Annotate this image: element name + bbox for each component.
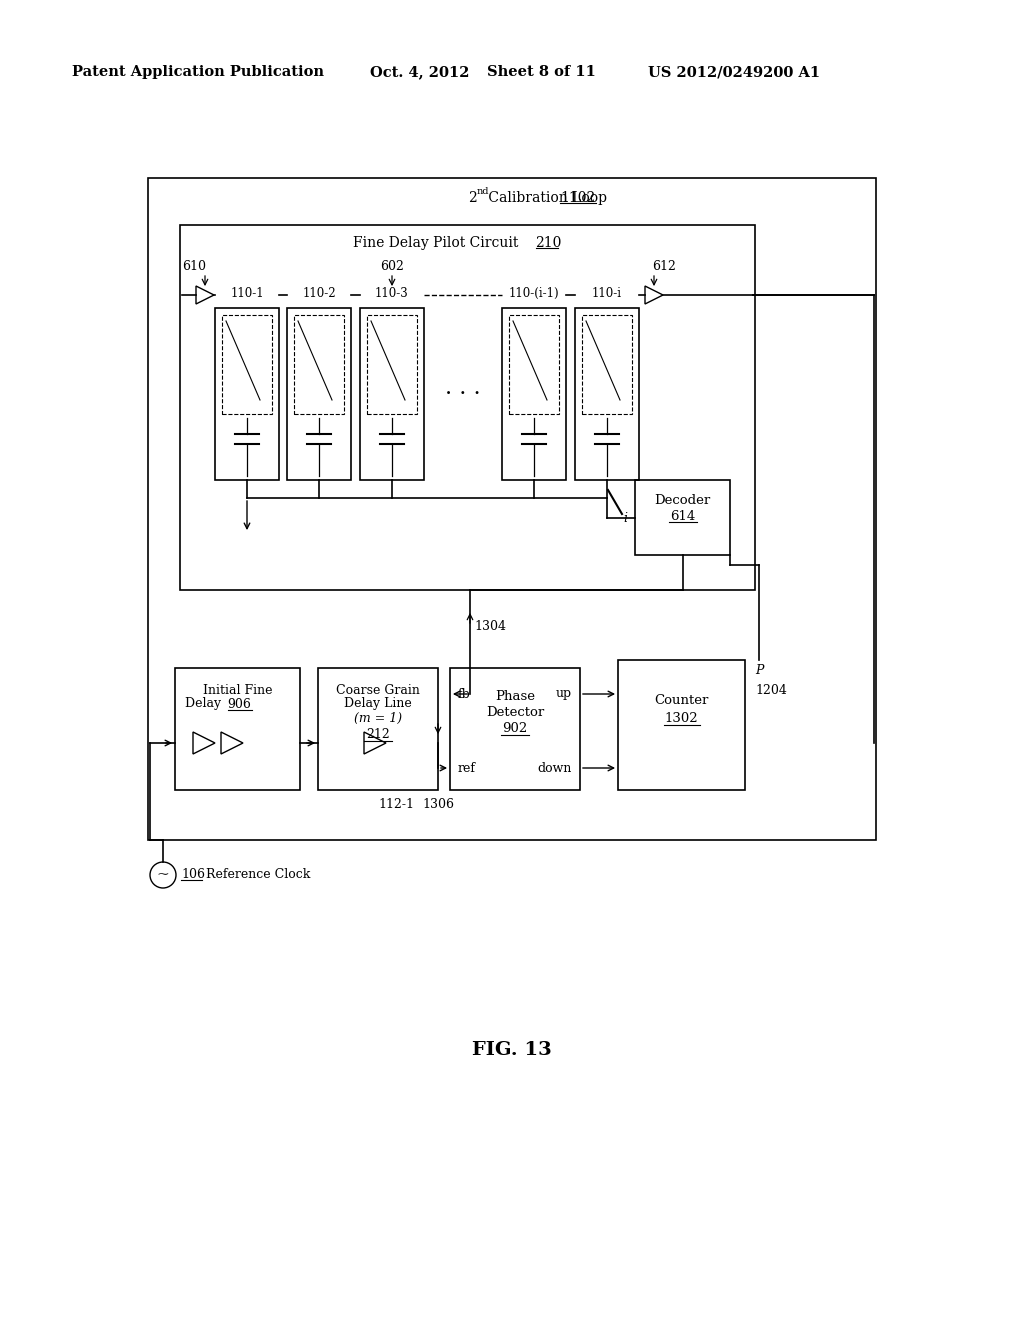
Text: Detector: Detector — [485, 705, 544, 718]
Text: Calibration Loop: Calibration Loop — [484, 191, 611, 205]
Text: 602: 602 — [380, 260, 403, 273]
Text: · · ·: · · · — [445, 383, 481, 405]
Text: 2: 2 — [468, 191, 477, 205]
Text: i: i — [623, 511, 627, 524]
Bar — [222, 315, 272, 414]
Text: 902: 902 — [503, 722, 527, 734]
Bar — [287, 308, 351, 480]
Text: 112-1: 112-1 — [378, 797, 414, 810]
Text: Reference Clock: Reference Clock — [202, 869, 310, 882]
Bar — [635, 480, 730, 554]
Bar — [582, 315, 632, 414]
Bar — [502, 308, 566, 480]
Text: 106: 106 — [181, 869, 205, 882]
Text: 1304: 1304 — [474, 619, 506, 632]
Text: Patent Application Publication: Patent Application Publication — [72, 65, 324, 79]
Text: Sheet 8 of 11: Sheet 8 of 11 — [487, 65, 596, 79]
Bar — [180, 224, 755, 590]
Text: 212: 212 — [367, 727, 390, 741]
Text: nd: nd — [477, 187, 489, 197]
Text: Delay Line: Delay Line — [344, 697, 412, 710]
Text: 110-i: 110-i — [592, 286, 622, 300]
Text: 110-(i-1): 110-(i-1) — [509, 286, 559, 300]
Text: 1306: 1306 — [422, 797, 454, 810]
Text: US 2012/0249200 A1: US 2012/0249200 A1 — [648, 65, 820, 79]
Text: Counter: Counter — [654, 693, 709, 706]
Bar — [148, 178, 876, 840]
Text: ref: ref — [458, 762, 476, 775]
Bar — [450, 668, 580, 789]
Text: 1102: 1102 — [560, 191, 595, 205]
Text: 1204: 1204 — [755, 684, 786, 697]
Bar — [215, 308, 279, 480]
Text: 110-3: 110-3 — [375, 286, 409, 300]
Text: 210: 210 — [536, 236, 562, 249]
Text: up: up — [556, 688, 572, 701]
Text: Phase: Phase — [495, 689, 535, 702]
Text: 614: 614 — [670, 510, 695, 523]
Text: 110-2: 110-2 — [302, 286, 336, 300]
Text: Initial Fine: Initial Fine — [203, 684, 272, 697]
Text: down: down — [538, 762, 572, 775]
Text: 612: 612 — [652, 260, 676, 273]
Text: Decoder: Decoder — [654, 494, 711, 507]
Bar — [318, 668, 438, 789]
Text: 610: 610 — [182, 260, 206, 273]
Bar — [175, 668, 300, 789]
Text: Delay: Delay — [185, 697, 225, 710]
Text: 110-1: 110-1 — [230, 286, 264, 300]
Text: Coarse Grain: Coarse Grain — [336, 684, 420, 697]
Text: 906: 906 — [227, 697, 251, 710]
Bar — [509, 315, 559, 414]
Text: (m = 1): (m = 1) — [354, 711, 402, 725]
Bar — [618, 660, 745, 789]
Text: FIG. 13: FIG. 13 — [472, 1041, 552, 1059]
Bar — [575, 308, 639, 480]
Text: ~: ~ — [157, 869, 169, 882]
Text: 1302: 1302 — [665, 711, 698, 725]
Text: Oct. 4, 2012: Oct. 4, 2012 — [370, 65, 469, 79]
Bar — [360, 308, 424, 480]
Text: fb: fb — [458, 688, 471, 701]
Text: Fine Delay Pilot Circuit: Fine Delay Pilot Circuit — [352, 236, 522, 249]
Bar — [367, 315, 417, 414]
Bar — [294, 315, 344, 414]
Text: P: P — [755, 664, 763, 676]
